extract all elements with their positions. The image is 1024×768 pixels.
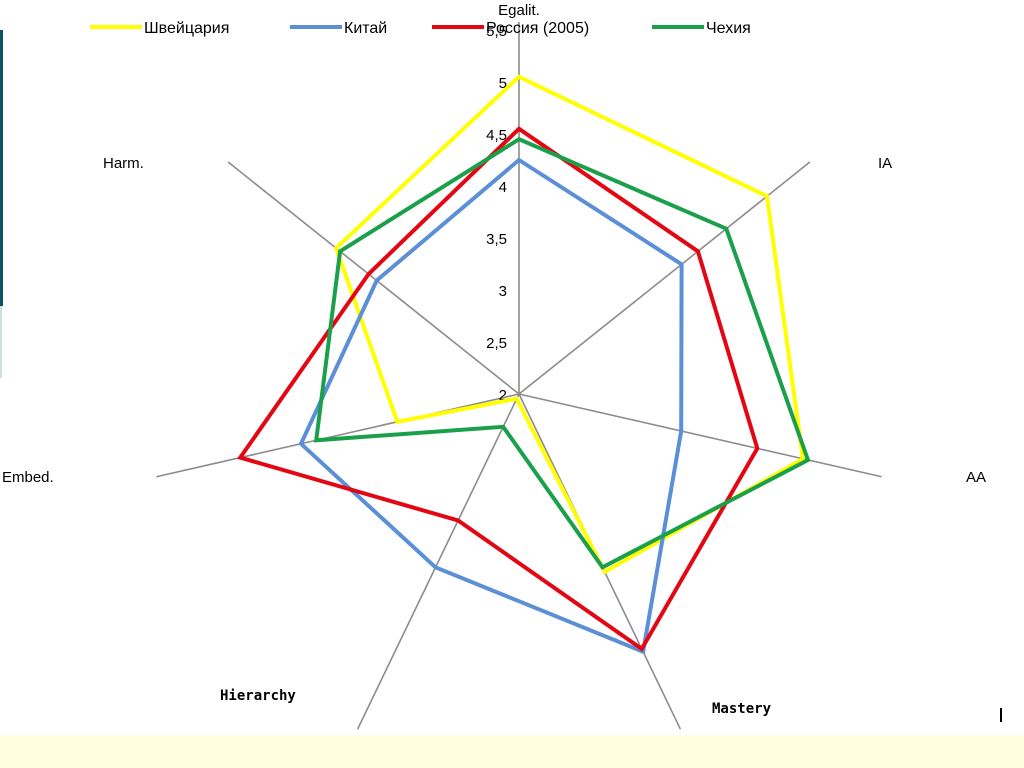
axis-label-3: Mastery: [712, 701, 772, 717]
series-layer: [236, 74, 811, 655]
legend-label-0: Швейцария: [144, 20, 229, 37]
tick-label: 3: [499, 283, 507, 300]
series-line-2: [236, 126, 760, 652]
axis-line-6: [227, 161, 520, 395]
axis-line-1: [518, 161, 811, 395]
axis-label-2: AA: [966, 469, 986, 486]
series-line-1: [298, 157, 684, 655]
axis-label-1: IA: [878, 155, 892, 172]
tick-label: 4,5: [486, 127, 507, 144]
axis-label-5: Embed.: [2, 469, 54, 486]
legend-label-2: Россия (2005): [486, 20, 589, 37]
legend-label-3: Чехия: [706, 20, 751, 37]
axis-labels: Egalit. IA AA Mastery Hierarchy Embed. Harm.: [2, 2, 986, 717]
legend-label-1: Китай: [344, 20, 387, 37]
tick-labels: 2 2,5 3 3,5 4 4,5 5 5,5: [486, 23, 507, 404]
axis-line-5: [156, 393, 520, 478]
axis-line-2: [518, 393, 882, 478]
series-line-3: [313, 136, 811, 570]
tick-label: 3,5: [486, 231, 507, 248]
tick-label: 4: [499, 179, 507, 196]
cursor-marker: [1000, 708, 1002, 722]
axis-label-0: Egalit.: [498, 2, 540, 19]
left-accent-lower: [0, 306, 2, 378]
tick-label: 2: [499, 387, 507, 404]
axis-label-4: Hierarchy: [220, 688, 296, 704]
bottom-band: [0, 735, 1024, 768]
left-accent-bar: [0, 30, 3, 306]
tick-label: 5: [499, 75, 507, 92]
tick-label: 5,5: [486, 23, 507, 40]
tick-label: 2,5: [486, 335, 507, 352]
axis-label-6: Harm.: [103, 155, 144, 172]
series-line-0: [333, 74, 806, 575]
legend: Швейцария Китай Россия (2005) Чехия: [90, 20, 751, 37]
axis-line-4: [356, 393, 520, 730]
